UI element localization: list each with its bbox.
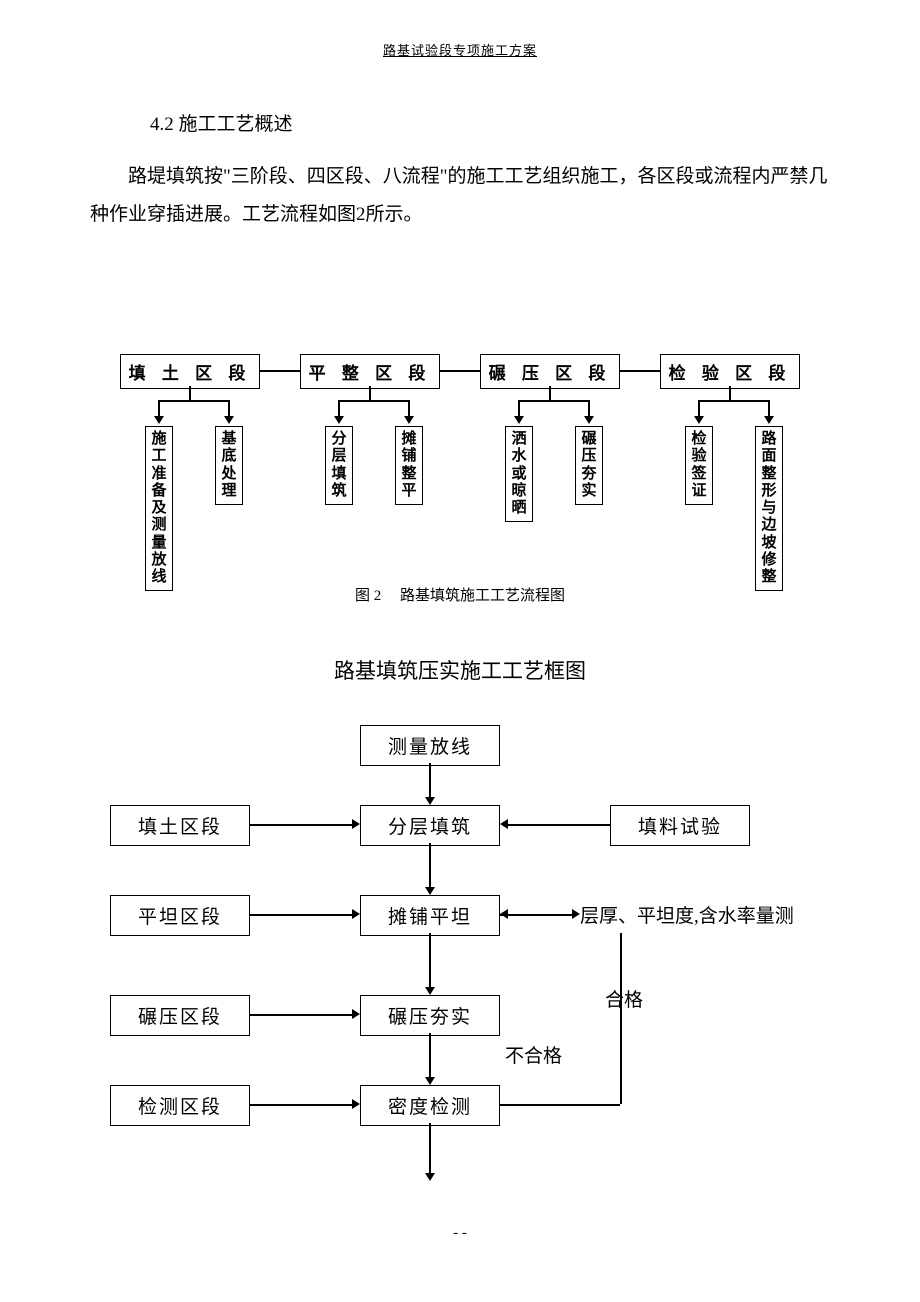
fig1-drop xyxy=(549,386,551,400)
fig2-arrow-left-icon xyxy=(500,819,508,829)
fig1-arrow-down-icon xyxy=(334,416,344,424)
page-header: 路基试验段专项施工方案 xyxy=(90,40,830,59)
fig2-arrow-right-icon xyxy=(352,1099,360,1109)
fig2-arrow-right-icon xyxy=(352,819,360,829)
fig2-arrow-left-icon xyxy=(500,909,508,919)
fig1-segment-3: 检 验 区 段 xyxy=(660,354,800,389)
fig1-segment-0: 填 土 区 段 xyxy=(120,354,260,389)
fig1-arrow-down-icon xyxy=(584,416,594,424)
fig2-left-0: 填土区段 xyxy=(110,805,250,846)
fig2-right-top: 填料试验 xyxy=(610,805,750,846)
fig2-top: 测量放线 xyxy=(360,725,500,766)
fig1-arrow-down-icon xyxy=(154,416,164,424)
section-title: 4.2 施工工艺概述 xyxy=(150,109,830,136)
fig2-mid-0: 分层填筑 xyxy=(360,805,500,846)
fig1-subbox-1-1: 摊铺整平 xyxy=(395,426,423,505)
fig2-left-1: 平坦区段 xyxy=(110,895,250,936)
fig2-right-label: 层厚、平坦度,含水率量测 xyxy=(580,901,794,928)
fig2-flowchart: 测量放线填土区段平坦区段碾压区段检测区段 分层填筑摊铺平坦碾压夯实密度检测 填料试验… xyxy=(80,725,840,1225)
fig1-arrow-down-icon xyxy=(764,416,774,424)
fig2-fail-label: 不合格 xyxy=(505,1041,562,1068)
fig2-arrow-down-icon xyxy=(425,1173,435,1181)
fig2-arrow-right-icon xyxy=(572,909,580,919)
fig2-arrow-down-icon xyxy=(425,887,435,895)
fig1-subbox-2-0: 洒水或晾晒 xyxy=(505,426,533,522)
fig1-subbox-0-1: 基底处理 xyxy=(215,426,243,505)
fig1-caption: 图 2 路基填筑施工工艺流程图 xyxy=(90,584,830,605)
fig2-vline xyxy=(620,933,622,1104)
fig1-splitbar xyxy=(699,400,769,402)
fig1-arrow-down-icon xyxy=(404,416,414,424)
fig1-arrow-down-icon xyxy=(694,416,704,424)
fig2-hline xyxy=(250,824,352,826)
fig2-arrow-down-icon xyxy=(425,987,435,995)
fig2-left-3: 检测区段 xyxy=(110,1085,250,1126)
fig2-hline xyxy=(250,914,352,916)
body-paragraph: 路堤填筑按"三阶段、四区段、八流程"的施工工艺组织施工，各区段或流程内严禁几种作… xyxy=(90,158,830,234)
fig2-hline xyxy=(500,1104,620,1106)
fig2-pass-label: 合格 xyxy=(605,985,643,1012)
fig1-subbox-2-1: 碾压夯实 xyxy=(575,426,603,505)
fig2-vline xyxy=(429,763,431,797)
fig1-hconnector xyxy=(440,370,480,372)
fig2-hline xyxy=(250,1104,352,1106)
fig2-vline xyxy=(429,933,431,987)
fig1-drop xyxy=(369,386,371,400)
fig2-vline xyxy=(429,843,431,887)
fig1-drop xyxy=(189,386,191,400)
fig2-mid-1: 摊铺平坦 xyxy=(360,895,500,936)
fig2-arrow-right-icon xyxy=(352,909,360,919)
fig1-hconnector xyxy=(620,370,660,372)
fig2-vline xyxy=(429,1033,431,1077)
fig2-hline xyxy=(508,824,610,826)
fig1-subbox-3-0: 检验签证 xyxy=(685,426,713,505)
fig2-left-2: 碾压区段 xyxy=(110,995,250,1036)
fig2-title: 路基填筑压实施工工艺框图 xyxy=(90,655,830,685)
fig1-subbox-1-0: 分层填筑 xyxy=(325,426,353,505)
fig2-mid-3: 密度检测 xyxy=(360,1085,500,1126)
fig2-hline xyxy=(250,1014,352,1016)
fig1-hconnector xyxy=(260,370,300,372)
fig1-segment-2: 碾 压 区 段 xyxy=(480,354,620,389)
fig1-flowchart: 填 土 区 段平 整 区 段碾 压 区 段检 验 区 段施工准备及测量放线基底处… xyxy=(90,354,830,574)
fig1-drop xyxy=(729,386,731,400)
fig1-splitbar xyxy=(339,400,409,402)
fig1-splitbar xyxy=(159,400,229,402)
fig2-mid-2: 碾压夯实 xyxy=(360,995,500,1036)
page-footer: - - xyxy=(90,1225,830,1242)
fig2-arrow-down-icon xyxy=(425,1077,435,1085)
fig2-hline xyxy=(500,914,572,916)
fig1-segment-1: 平 整 区 段 xyxy=(300,354,440,389)
fig1-arrow-down-icon xyxy=(514,416,524,424)
fig2-arrow-right-icon xyxy=(352,1009,360,1019)
fig1-splitbar xyxy=(519,400,589,402)
fig1-subbox-0-0: 施工准备及测量放线 xyxy=(145,426,173,591)
fig2-arrow-down-icon xyxy=(425,797,435,805)
fig1-subbox-3-1: 路面整形与边坡修整 xyxy=(755,426,783,591)
fig2-vline xyxy=(429,1123,431,1173)
fig1-arrow-down-icon xyxy=(224,416,234,424)
